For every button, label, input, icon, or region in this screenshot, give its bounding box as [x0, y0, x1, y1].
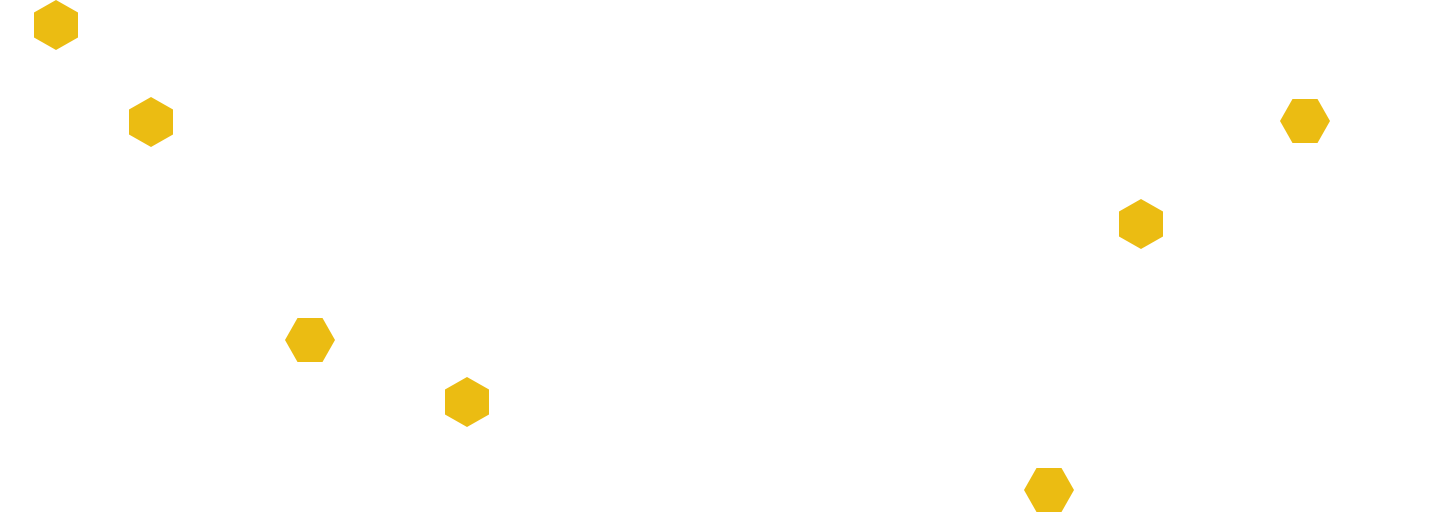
hexagon-icon: [1280, 99, 1330, 143]
hexagon-icon: [1119, 199, 1163, 249]
hexagon-icon: [129, 97, 173, 147]
hexagon-icon: [1024, 468, 1074, 512]
hexagon-layer: [34, 0, 1330, 512]
hexagon-icon: [34, 0, 78, 50]
hexagon-icon: [445, 377, 489, 427]
hexagon-icon: [285, 318, 335, 362]
